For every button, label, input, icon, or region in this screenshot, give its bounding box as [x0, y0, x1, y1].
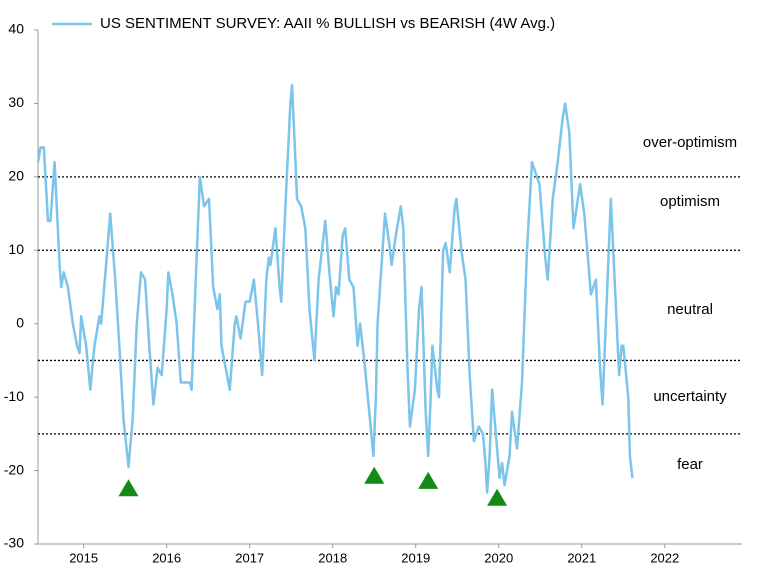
- x-tick-label: 2017: [235, 550, 264, 565]
- zone-label: optimism: [660, 193, 720, 210]
- zone-label: neutral: [667, 301, 713, 318]
- triangle-marker: [364, 466, 385, 484]
- x-tick-label: 2021: [567, 550, 596, 565]
- x-tick-label: 2015: [69, 550, 98, 565]
- triangle-marker: [118, 479, 139, 497]
- x-tick-label: 2022: [650, 550, 679, 565]
- y-tick-label: 0: [16, 314, 24, 330]
- triangle-marker: [418, 471, 439, 489]
- y-tick-label: 40: [8, 21, 24, 37]
- zone-label: uncertainty: [653, 388, 727, 405]
- x-tick-label: 2020: [484, 550, 513, 565]
- y-tick-label: -10: [4, 388, 24, 404]
- legend-label: US SENTIMENT SURVEY: AAII % BULLISH vs B…: [100, 15, 555, 32]
- zone-label: over-optimism: [643, 134, 737, 151]
- x-tick-label: 2019: [401, 550, 430, 565]
- y-tick-label: 20: [8, 168, 24, 184]
- y-tick-label: -30: [4, 535, 24, 551]
- y-tick-label: 30: [8, 94, 24, 110]
- zone-label: fear: [677, 456, 703, 473]
- triangle-marker: [487, 488, 508, 506]
- x-tick-label: 2018: [318, 550, 347, 565]
- y-tick-label: 10: [8, 241, 24, 257]
- x-tick-label: 2016: [152, 550, 181, 565]
- y-tick-label: -20: [4, 461, 24, 477]
- data-line: [36, 83, 634, 494]
